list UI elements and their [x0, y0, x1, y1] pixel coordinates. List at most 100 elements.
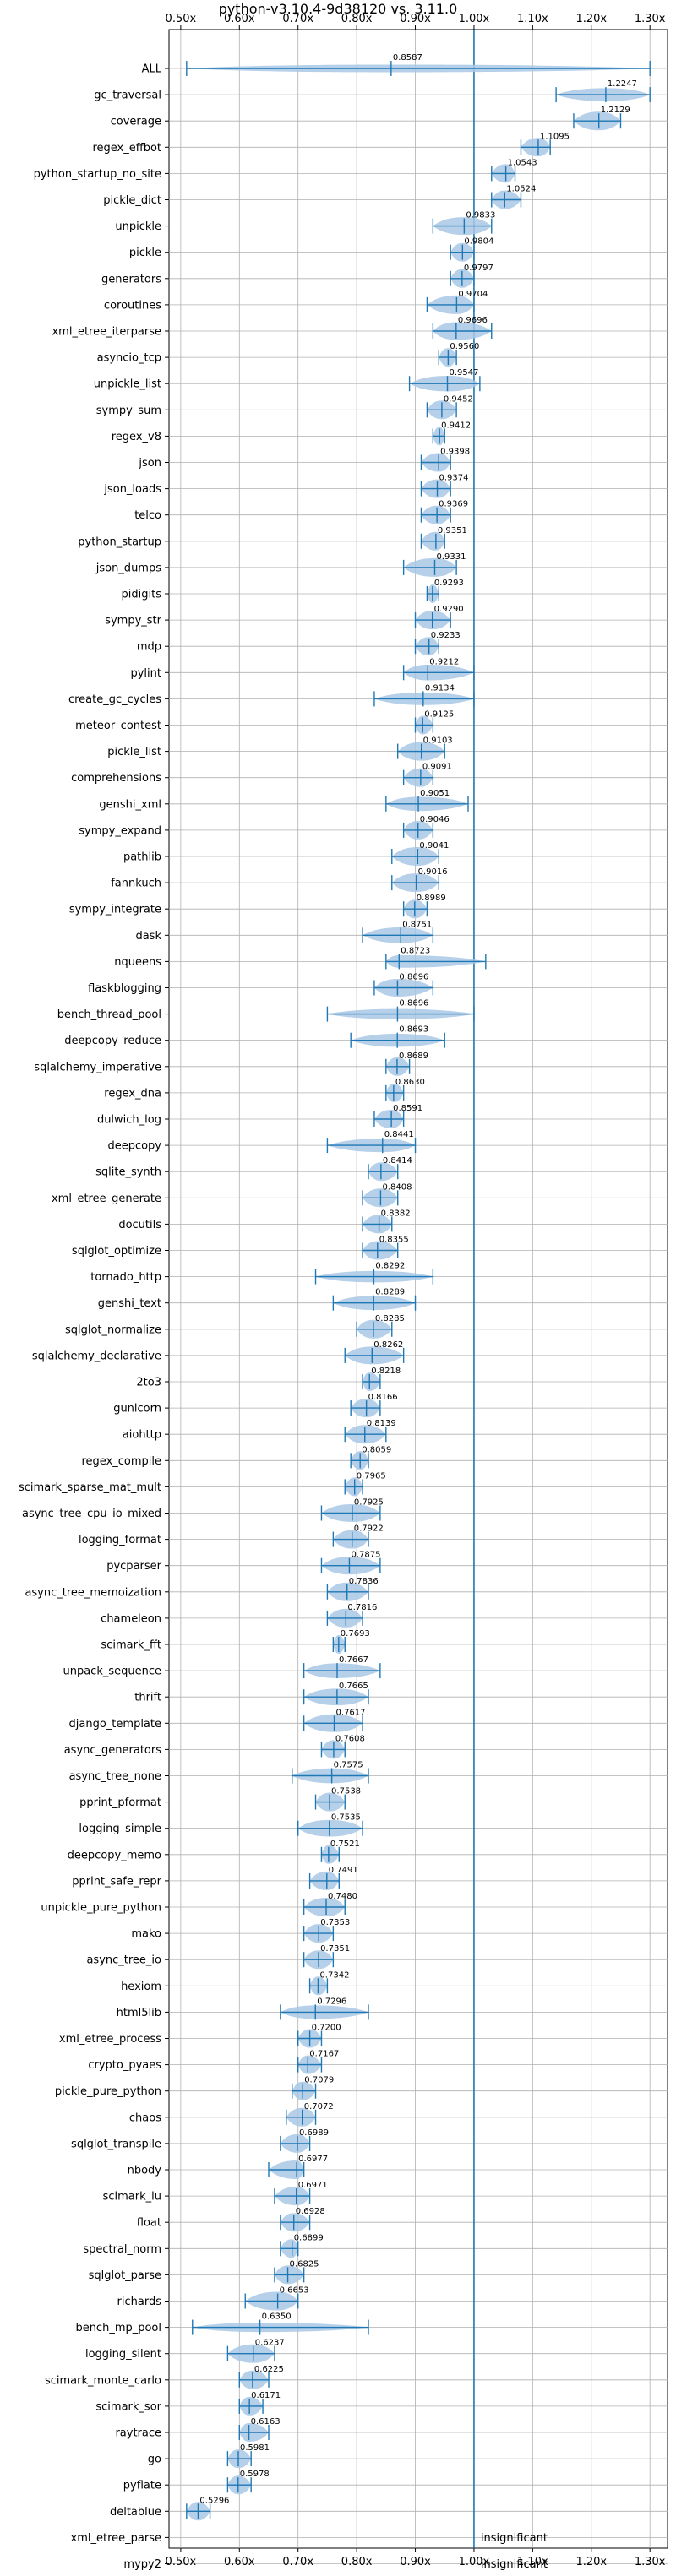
category-label: pickle_pure_python [55, 2085, 161, 2098]
category-label: python_startup_no_site [34, 168, 161, 181]
category-label: richards [117, 2296, 162, 2308]
value-label: 0.9134 [425, 683, 455, 693]
category-label: aiohttp [123, 1429, 161, 1442]
value-label: 0.9696 [458, 316, 488, 325]
value-label: 0.8693 [399, 1025, 428, 1035]
value-label: 0.9704 [458, 290, 488, 299]
category-label: pickle_list [107, 746, 161, 758]
value-label: 0.9046 [420, 815, 450, 824]
category-label: unpickle_pure_python [41, 1902, 161, 1915]
category-label: regex_v8 [112, 431, 161, 443]
value-label: 0.6977 [298, 2155, 328, 2164]
value-label: 0.7167 [309, 2050, 339, 2059]
x-tick-label-top: 0.80x [341, 13, 373, 25]
chart-title: python-v3.10.4-9d38120 vs. 3.11.0 [219, 1, 458, 17]
category-label: scimark_fft [101, 1639, 161, 1652]
value-label: 0.9374 [439, 474, 468, 483]
category-label: nbody [128, 2165, 162, 2177]
value-label: 0.6971 [298, 2181, 328, 2190]
value-label: 0.7491 [329, 1866, 358, 1875]
category-label: nqueens [114, 956, 161, 969]
value-label: 0.9041 [419, 841, 449, 851]
category-label: telco [134, 509, 161, 522]
category-label: async_tree_none [69, 1770, 161, 1783]
category-label: fannkuch [111, 878, 161, 890]
category-label: unpickle [115, 220, 161, 233]
category-label: async_tree_io [86, 1954, 161, 1967]
category-label: genshi_text [98, 1297, 161, 1310]
x-tick-label-bottom: 1.30x [635, 2556, 666, 2568]
category-label: coroutines [104, 299, 161, 312]
category-label: comprehensions [71, 772, 161, 785]
category-label: chaos [129, 2111, 161, 2124]
value-label: 0.6899 [294, 2233, 324, 2242]
category-label: hexiom [121, 1981, 161, 1993]
x-tick-label-bottom: 0.60x [224, 2556, 255, 2568]
label-layer: 0.50x 0.50x 0.60x 0.60x 0.70x 0.70x 0.80x 0.80x… [19, 13, 666, 2571]
value-label: 1.0543 [508, 158, 537, 167]
value-label: 0.8139 [367, 1419, 396, 1428]
category-label: regex_effbot [92, 142, 161, 155]
grid-layer [165, 25, 668, 2564]
category-label: 2to3 [136, 1377, 161, 1389]
x-tick-label-bottom: 1.00x [459, 2556, 490, 2568]
value-label: 0.8751 [402, 920, 432, 929]
category-label: asyncio_tcp [97, 352, 161, 365]
x-tick-label-top: 1.30x [635, 13, 666, 25]
value-label: 0.6237 [255, 2339, 285, 2348]
value-label: 0.7535 [331, 1813, 361, 1823]
value-label: 0.7965 [357, 1471, 386, 1481]
value-label: 0.9560 [450, 342, 479, 351]
category-label: async_generators [64, 1744, 162, 1757]
category-label: tornado_http [90, 1271, 161, 1284]
value-label: 0.7617 [336, 1708, 366, 1717]
value-label: 0.8218 [371, 1367, 401, 1376]
value-label: 0.8285 [375, 1314, 405, 1323]
value-label: 0.6653 [280, 2286, 309, 2296]
value-label: 0.9331 [437, 552, 466, 562]
category-label: pathlib [123, 851, 161, 864]
value-label: 0.8591 [393, 1104, 422, 1113]
value-label: 0.7353 [320, 1918, 350, 1927]
value-label: 0.8059 [362, 1445, 391, 1454]
category-label: dulwich_log [97, 1114, 161, 1127]
category-label: chameleon [101, 1612, 161, 1625]
value-label: 0.7667 [339, 1655, 368, 1665]
category-label: xml_etree_process [59, 2033, 161, 2046]
value-label: 0.8262 [373, 1340, 403, 1350]
value-label: 0.8382 [381, 1209, 411, 1218]
category-label: unpickle_list [94, 378, 161, 391]
category-label: genshi_xml [99, 798, 161, 811]
x-tick-label-top: 1.00x [459, 13, 490, 25]
value-label: 0.5296 [199, 2496, 229, 2505]
category-label: logging_simple [79, 1823, 161, 1835]
category-label: sqlglot_optimize [72, 1245, 161, 1258]
category-label: bench_mp_pool [75, 2322, 161, 2334]
category-label: logging_format [79, 1534, 161, 1546]
category-label: sympy_str [105, 615, 161, 628]
category-label: dask [135, 930, 161, 943]
category-label: scimark_sor [95, 2400, 161, 2413]
category-label: flaskblogging [88, 982, 161, 995]
value-label: 0.8289 [375, 1288, 405, 1297]
category-label: deltablue [110, 2506, 161, 2519]
category-label: xml_etree_generate [52, 1193, 161, 1205]
plot-frame [168, 29, 668, 2549]
value-label: 0.9051 [420, 789, 450, 798]
category-label: coverage [111, 116, 161, 128]
category-label: deepcopy_reduce [64, 1035, 161, 1047]
category-label: thrift [134, 1692, 161, 1704]
category-label: sympy_expand [79, 824, 161, 837]
value-label: 1.1095 [540, 132, 570, 141]
value-label: 0.6350 [262, 2312, 292, 2322]
value-label: 0.7351 [320, 1944, 350, 1954]
x-tick-label-top: 0.60x [224, 13, 255, 25]
category-label: json_loads [103, 483, 161, 496]
category-label: pylint [130, 667, 161, 680]
category-label: pyflate [123, 2480, 161, 2492]
category-label: unpack_sequence [63, 1666, 161, 1678]
value-label: 0.7072 [304, 2102, 334, 2111]
category-label: json_dumps [95, 562, 161, 574]
value-label: 0.9103 [423, 736, 453, 746]
category-label: meteor_contest [75, 720, 161, 732]
